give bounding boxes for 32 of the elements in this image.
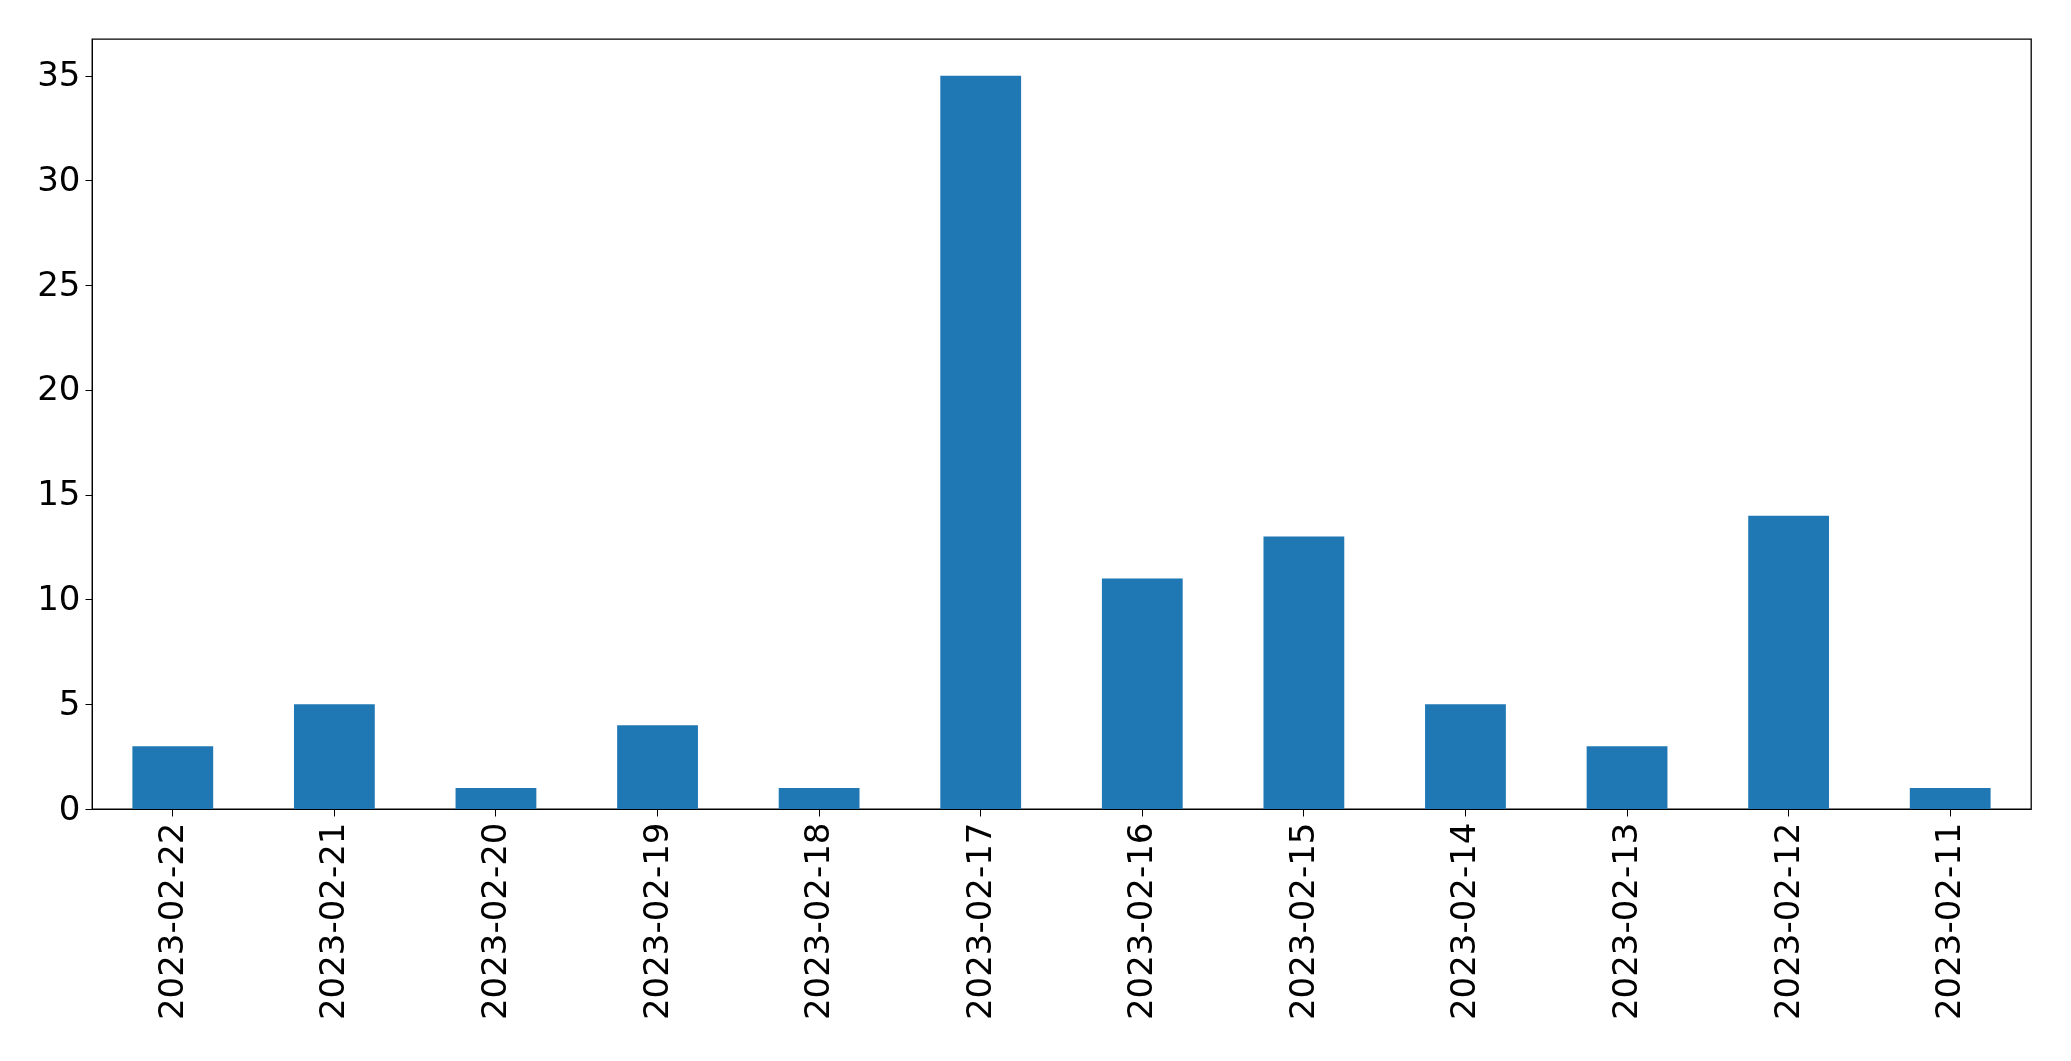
bar: [778, 788, 860, 809]
x-tick-label: 2023-02-13: [1605, 822, 1646, 1021]
y-tick-label: 30: [37, 158, 81, 199]
x-tick-label: 2023-02-22: [150, 822, 191, 1021]
bar: [940, 75, 1022, 809]
x-tick-label: 2023-02-15: [1281, 822, 1322, 1021]
y-tick-label: 5: [58, 682, 81, 723]
bar: [1748, 515, 1830, 809]
bar: [293, 704, 375, 809]
bar: [1909, 788, 1991, 809]
bar: [455, 788, 537, 809]
x-tick-label: 2023-02-17: [958, 822, 999, 1021]
bar: [617, 725, 698, 809]
x-tick-label: 2023-02-12: [1766, 822, 1807, 1021]
x-tick-label: 2023-02-11: [1928, 822, 1969, 1021]
bar: [1263, 536, 1345, 809]
x-tick-label: 2023-02-20: [473, 822, 514, 1021]
y-tick-label: 0: [58, 787, 81, 828]
x-tick-label: 2023-02-16: [1120, 822, 1161, 1021]
y-tick-label: 20: [37, 368, 81, 409]
bar: [1101, 578, 1183, 809]
x-tick-label: 2023-02-21: [312, 822, 353, 1021]
x-tick-label: 2023-02-18: [797, 822, 838, 1021]
bar: [1586, 746, 1668, 809]
x-tick-label: 2023-02-19: [635, 822, 676, 1021]
bar: [132, 746, 214, 809]
y-tick-label: 15: [37, 473, 81, 514]
y-tick-label: 10: [37, 577, 81, 618]
y-tick-label: 35: [37, 54, 81, 95]
y-tick-label: 25: [37, 263, 81, 304]
x-tick-label: 2023-02-14: [1443, 822, 1484, 1021]
bar: [1425, 704, 1506, 809]
